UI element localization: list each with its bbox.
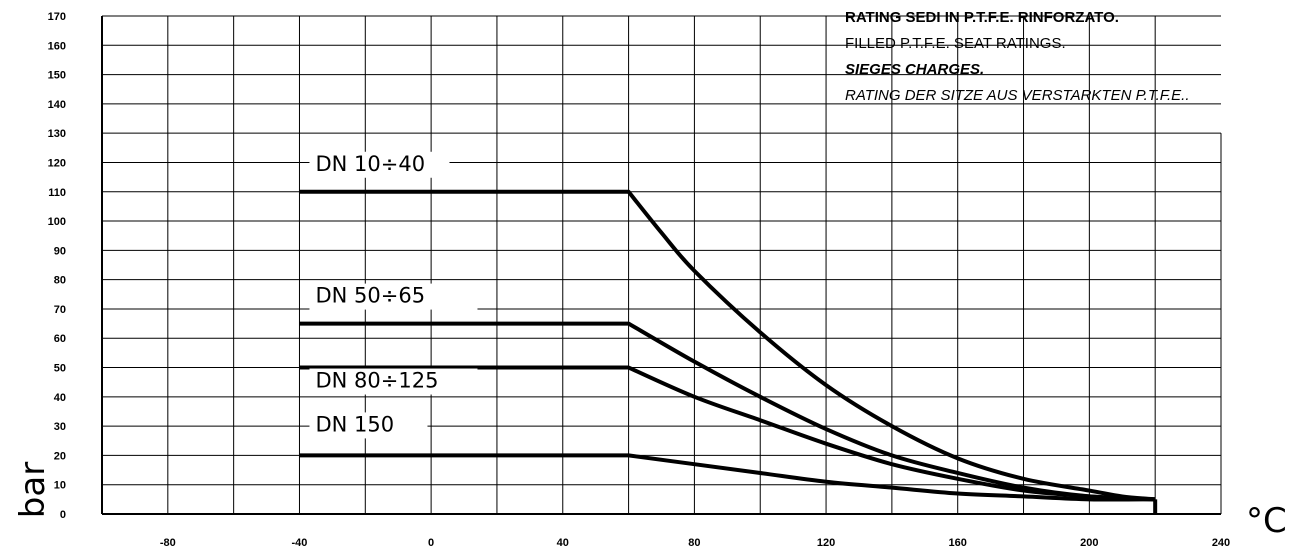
title-line: RATING DER SITZE AUS VERSTARKTEN P.T.F.E… <box>845 87 1190 104</box>
y-axis-label: bar <box>13 462 53 518</box>
x-tick-label: 80 <box>688 537 700 549</box>
x-tick-label: 40 <box>557 537 569 549</box>
series-line <box>299 189 1156 502</box>
series-label: DN 10÷40 <box>315 152 425 176</box>
y-tick-label: 30 <box>54 421 66 433</box>
y-tick-label: 140 <box>48 99 66 111</box>
y-tick-label: 170 <box>48 11 66 23</box>
series-lines <box>299 189 1158 514</box>
series-line <box>299 453 1156 502</box>
y-tick-label: 0 <box>60 509 66 521</box>
y-tick-label: 100 <box>48 216 66 228</box>
y-tick-label: 130 <box>48 128 66 140</box>
series-label-bg <box>309 283 478 310</box>
series-label-bg <box>309 151 450 178</box>
chart-title: RATING SEDI IN P.T.F.E. RINFORZATO. FILLE… <box>845 9 1190 104</box>
series-line <box>299 321 1156 502</box>
y-tick-label: 120 <box>48 157 66 169</box>
y-tick-label: 70 <box>54 304 66 316</box>
series-label-bg <box>309 368 478 395</box>
y-tick-label: 150 <box>48 70 66 82</box>
y-tick-label: 80 <box>54 275 66 287</box>
series-line <box>299 365 1156 502</box>
title-line: RATING SEDI IN P.T.F.E. RINFORZATO. <box>845 9 1119 26</box>
y-tick-label: 60 <box>54 333 66 345</box>
series-label-bg <box>309 412 428 439</box>
x-tick-label: 120 <box>817 537 835 549</box>
y-tick-label: 110 <box>48 187 66 199</box>
x-tick-label: 200 <box>1080 537 1098 549</box>
x-tick-label: 0 <box>428 537 434 549</box>
tick-labels: 0 10 20 30 40 50 60 70 80 90 100 110 120 130 140 150 160… <box>48 11 1231 549</box>
y-tick-label: 20 <box>54 450 66 462</box>
y-tick-label: 40 <box>54 392 66 404</box>
series-label: DN 150 <box>315 412 394 436</box>
x-tick-label: 240 <box>1212 537 1230 549</box>
x-tick-label: -40 <box>292 537 308 549</box>
title-mask <box>822 4 1272 130</box>
x-tick-label: -80 <box>160 537 176 549</box>
y-tick-label: 50 <box>54 363 66 375</box>
series-label: DN 50÷65 <box>315 284 425 308</box>
series-labels: DN 10÷40 DN 50÷65 DN 80÷125 DN 150 <box>309 151 478 439</box>
y-tick-label: 90 <box>54 245 66 257</box>
title-line: FILLED P.T.F.E. SEAT RATINGS. <box>845 35 1066 52</box>
x-tick-label: 160 <box>949 537 967 549</box>
title-line: SIEGES CHARGES. <box>845 61 984 78</box>
series-label: DN 80÷125 <box>315 369 438 393</box>
x-axis-label: °C <box>1246 501 1287 541</box>
y-tick-label: 10 <box>54 480 66 492</box>
y-tick-label: 160 <box>48 40 66 52</box>
